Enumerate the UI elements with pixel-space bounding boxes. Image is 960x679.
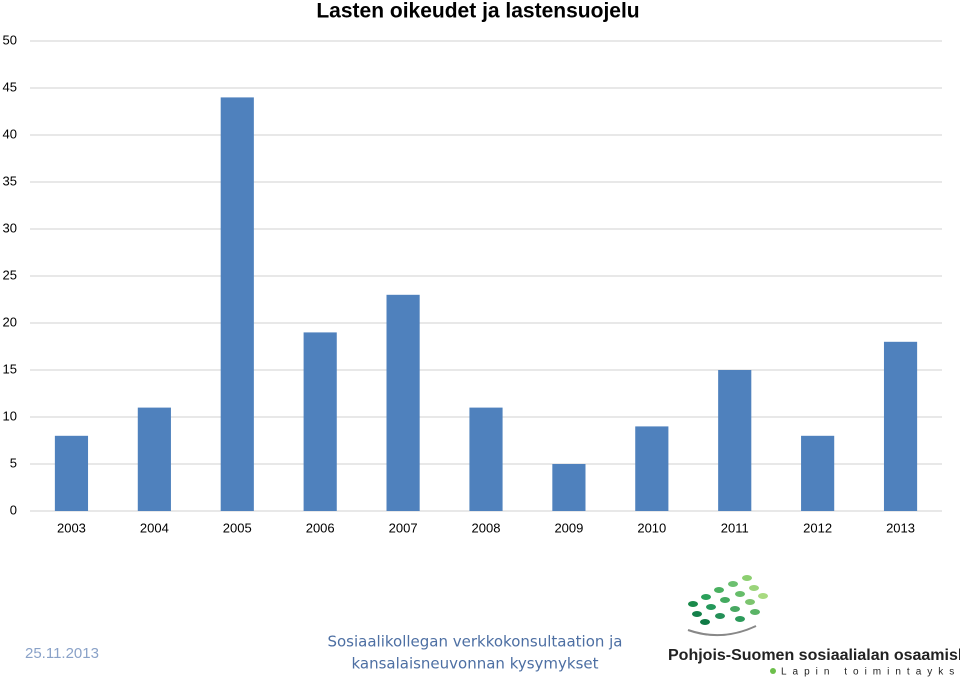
x-tick-label: 2007 — [389, 520, 418, 535]
y-tick-label: 45 — [3, 79, 17, 94]
y-tick-label: 35 — [3, 173, 17, 188]
x-tick-label: 2012 — [803, 520, 832, 535]
logo-subtitle: Lapin toimintayksikkö — [781, 667, 960, 678]
logo-title: Pohjois-Suomen sosiaalialan osaamiskesku… — [668, 647, 960, 664]
bar — [469, 407, 503, 511]
y-tick-label: 20 — [3, 314, 17, 329]
bar — [54, 435, 89, 511]
x-tick-label: 2009 — [554, 520, 583, 535]
logo-dots — [687, 575, 768, 637]
x-tick-label: 2008 — [472, 520, 501, 535]
y-tick-label: 40 — [3, 126, 17, 141]
chart-title: Lasten oikeudet ja lastensuojelu — [316, 0, 639, 23]
x-tick-label: 2013 — [886, 520, 915, 535]
bar — [883, 341, 918, 511]
x-tick-label: 2011 — [721, 520, 749, 535]
bar — [801, 435, 835, 511]
x-tick-label: 2010 — [637, 520, 666, 535]
y-tick-label: 5 — [10, 455, 17, 470]
y-tick-label: 30 — [3, 220, 17, 235]
x-tick-label: 2004 — [140, 520, 169, 535]
bar — [386, 294, 420, 511]
footer-caption: kansalaisneuvonnan kysymykset — [351, 655, 598, 673]
y-tick-label: 10 — [3, 408, 17, 423]
bar — [718, 370, 752, 511]
x-tick-label: 2003 — [57, 520, 86, 535]
bar — [552, 464, 586, 511]
x-tick-label: 2005 — [223, 520, 252, 535]
y-tick-label: 0 — [10, 502, 17, 517]
bar — [635, 426, 669, 511]
bar — [303, 332, 337, 511]
footer-caption: Sosiaalikollegan verkkokonsultaation ja — [327, 633, 622, 651]
logo-bullet — [770, 668, 776, 674]
footer-date: 25.11.2013 — [25, 645, 99, 662]
x-tick-label: 2006 — [306, 520, 335, 535]
bar — [220, 97, 254, 512]
y-tick-label: 50 — [3, 32, 17, 47]
y-tick-label: 25 — [3, 267, 17, 282]
y-tick-label: 15 — [3, 361, 17, 376]
bar — [137, 407, 171, 511]
